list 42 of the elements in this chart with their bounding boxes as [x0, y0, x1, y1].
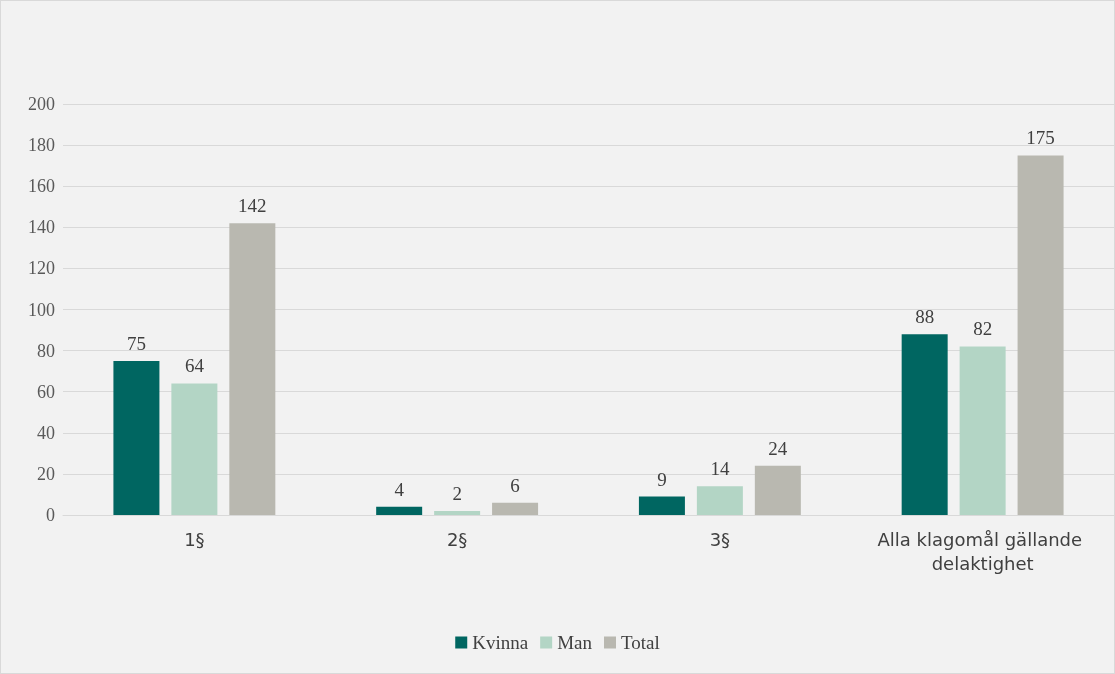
bar: [959, 346, 1006, 515]
bar: [638, 496, 685, 515]
y-tick-label: 60: [37, 381, 55, 402]
x-tick-label: 2§: [446, 528, 468, 550]
bar: [696, 486, 743, 515]
bar: [492, 502, 539, 515]
y-tick-label: 80: [37, 340, 55, 361]
y-tick-label: 120: [28, 258, 55, 279]
data-label: 24: [768, 437, 788, 459]
bar: [229, 223, 276, 515]
data-label: 142: [238, 195, 267, 217]
data-label: 2: [452, 482, 462, 504]
data-label: 64: [184, 355, 205, 377]
data-label: 9: [657, 468, 667, 490]
x-tick-label: 1§: [184, 528, 205, 550]
y-tick-label: 20: [37, 463, 55, 484]
legend-label: Total: [621, 632, 660, 653]
data-label: 175: [1026, 127, 1055, 149]
bar: [754, 465, 801, 515]
bar: [1017, 155, 1064, 515]
legend-label: Kvinna: [472, 632, 529, 653]
y-tick-label: 40: [37, 422, 55, 443]
data-label: 88: [915, 306, 935, 328]
data-label: 6: [510, 474, 520, 496]
bar: [901, 334, 948, 515]
data-label: 82: [973, 318, 993, 340]
bar: [171, 383, 218, 515]
y-tick-label: 140: [28, 217, 55, 238]
y-tick-label: 200: [28, 94, 55, 114]
x-tick-label: Alla klagomål gällande delaktighet: [877, 528, 1088, 574]
y-tick-label: 100: [28, 299, 55, 320]
y-tick-label: 0: [46, 505, 55, 525]
bar: [434, 510, 481, 515]
bar: [113, 360, 160, 515]
y-tick-label: 180: [28, 135, 55, 156]
x-tick-label: 3§: [709, 528, 731, 550]
y-tick-label: 160: [28, 176, 55, 197]
bar: [376, 506, 423, 515]
data-label: 14: [710, 458, 730, 480]
legend-label: Man: [557, 632, 593, 653]
data-label: 75: [126, 332, 146, 354]
data-label: 4: [394, 478, 405, 500]
